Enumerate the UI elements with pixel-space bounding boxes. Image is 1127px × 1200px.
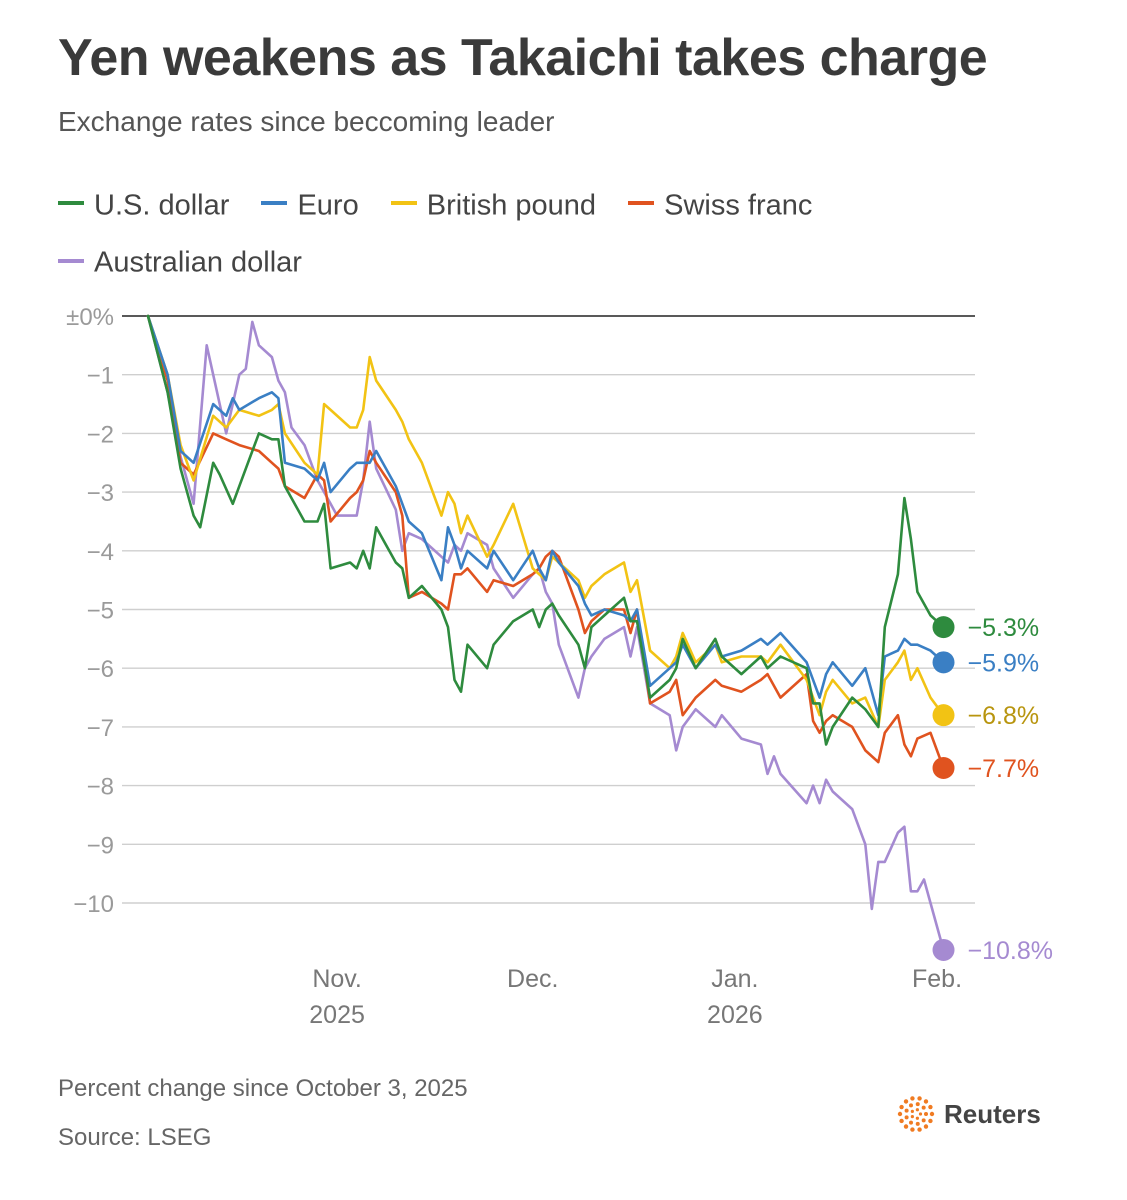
y-tick-label: −1 bbox=[87, 363, 114, 390]
end-value-label-australian-dollar: −10.8% bbox=[968, 937, 1054, 965]
logo-dot bbox=[899, 1118, 904, 1124]
series-line-u-s-dollar bbox=[146, 314, 945, 746]
brand-name: Reuters bbox=[944, 1098, 1041, 1129]
logo-dot bbox=[928, 1118, 933, 1124]
logo-dot bbox=[921, 1105, 926, 1110]
logo-dot bbox=[903, 1099, 909, 1104]
legend-item-british-pound: British pound bbox=[390, 176, 597, 233]
y-tick-label: −10 bbox=[73, 891, 114, 918]
x-tick-label: Jan. bbox=[711, 965, 758, 993]
logo-dot bbox=[921, 1118, 926, 1123]
logo-dot bbox=[910, 1096, 915, 1101]
x-axis: Nov. 2025 Dec. Jan. 2026 Feb. bbox=[309, 965, 962, 1029]
chart-legend: U.S. dollar Euro British pound Swiss fra… bbox=[58, 176, 1048, 291]
logo-dot bbox=[909, 1120, 913, 1125]
x-tick-label: Dec. bbox=[507, 965, 558, 993]
chart-subtitle: Exchange rates since beccoming leader bbox=[58, 106, 555, 137]
legend-label-swiss-franc: Swiss franc bbox=[664, 189, 813, 222]
legend-item-swiss-franc: Swiss franc bbox=[628, 176, 812, 233]
y-tick-label: −4 bbox=[87, 539, 114, 566]
series-line-euro bbox=[146, 314, 945, 717]
legend-label-us-dollar: U.S. dollar bbox=[94, 189, 230, 222]
logo-dot bbox=[924, 1112, 928, 1116]
legend-swatch-us-dollar bbox=[58, 201, 84, 206]
x-tick-label: Nov. bbox=[312, 965, 362, 993]
end-marker-u-s-dollar bbox=[932, 616, 955, 639]
end-value-label-swiss-franc: −7.7% bbox=[968, 755, 1040, 783]
logo-dot bbox=[915, 1108, 919, 1112]
series-line-british-pound bbox=[146, 314, 945, 729]
logo-dot bbox=[915, 1102, 920, 1107]
y-tick-label: −5 bbox=[87, 598, 114, 625]
y-tick-label: −3 bbox=[87, 480, 114, 507]
chart-title: Yen weakens as Takaichi takes charge bbox=[58, 29, 988, 87]
chart-footnote: Percent change since October 3, 2025 bbox=[58, 1075, 468, 1102]
logo-dot bbox=[929, 1111, 935, 1117]
legend-item-australian-dollar: Australian dollar bbox=[58, 233, 302, 290]
end-value-label-british-pound: −6.8% bbox=[968, 702, 1040, 730]
y-axis: ±0% −1 −2 −3 −4 −5 −6 −7 −8 −9 −10 bbox=[66, 304, 114, 918]
logo-dot bbox=[903, 1124, 909, 1129]
chart-series-lines bbox=[146, 314, 945, 952]
y-tick-label: −7 bbox=[87, 715, 114, 742]
legend-item-us-dollar: U.S. dollar bbox=[58, 176, 229, 233]
logo-dot bbox=[897, 1111, 903, 1117]
legend-swatch-australian-dollar bbox=[58, 258, 84, 263]
legend-label-euro: Euro bbox=[297, 189, 359, 222]
end-marker-swiss-franc bbox=[932, 756, 955, 779]
end-marker-australian-dollar bbox=[932, 938, 955, 961]
legend-swatch-euro bbox=[261, 201, 288, 206]
end-value-label-u-s-dollar: −5.3% bbox=[968, 614, 1040, 642]
x-tick-year-label: 2025 bbox=[309, 1001, 365, 1029]
chart-source: Source: LSEG bbox=[58, 1124, 212, 1151]
series-line-australian-dollar bbox=[146, 314, 945, 952]
y-tick-label: −9 bbox=[87, 832, 114, 859]
logo-dot bbox=[910, 1109, 914, 1113]
line-chart: ±0% −1 −2 −3 −4 −5 −6 −7 −8 −9 −10 Nov. 2025 Dec. Jan… bbox=[66, 304, 1054, 1029]
y-tick-label: −8 bbox=[87, 774, 114, 801]
logo-dot bbox=[904, 1108, 909, 1113]
legend-swatch-swiss-franc bbox=[628, 201, 655, 206]
end-marker-british-pound bbox=[932, 704, 955, 727]
reuters-brand: Reuters bbox=[896, 1094, 1041, 1134]
end-marker-euro bbox=[932, 651, 955, 674]
logo-dot bbox=[917, 1096, 922, 1101]
logo-dot bbox=[923, 1124, 929, 1129]
logo-dot bbox=[909, 1103, 913, 1108]
legend-label-australian-dollar: Australian dollar bbox=[94, 246, 302, 279]
y-tick-label: ±0% bbox=[66, 304, 114, 331]
logo-dot bbox=[910, 1115, 914, 1119]
x-tick-label: Feb. bbox=[912, 965, 962, 993]
legend-item-euro: Euro bbox=[261, 176, 359, 233]
chart-end-markers: −5.3% −5.9% −6.8% −7.7% −10.8% bbox=[932, 614, 1054, 965]
legend-swatch-british-pound bbox=[390, 201, 417, 206]
y-tick-label: −6 bbox=[87, 656, 114, 683]
legend-label-british-pound: British pound bbox=[426, 189, 597, 222]
logo-dot bbox=[904, 1115, 909, 1120]
end-value-label-euro: −5.9% bbox=[968, 649, 1040, 677]
reuters-dots-logo-icon bbox=[897, 1096, 935, 1132]
logo-dot bbox=[899, 1104, 904, 1110]
logo-dot bbox=[928, 1104, 933, 1110]
x-tick-year-label: 2026 bbox=[707, 1001, 763, 1029]
y-tick-label: −2 bbox=[87, 421, 114, 448]
logo-dot bbox=[910, 1127, 915, 1132]
logo-dot bbox=[923, 1099, 929, 1104]
logo-dot bbox=[917, 1127, 922, 1132]
logo-dot bbox=[918, 1112, 923, 1116]
logo-dot bbox=[915, 1116, 919, 1120]
logo-dot bbox=[915, 1121, 920, 1126]
